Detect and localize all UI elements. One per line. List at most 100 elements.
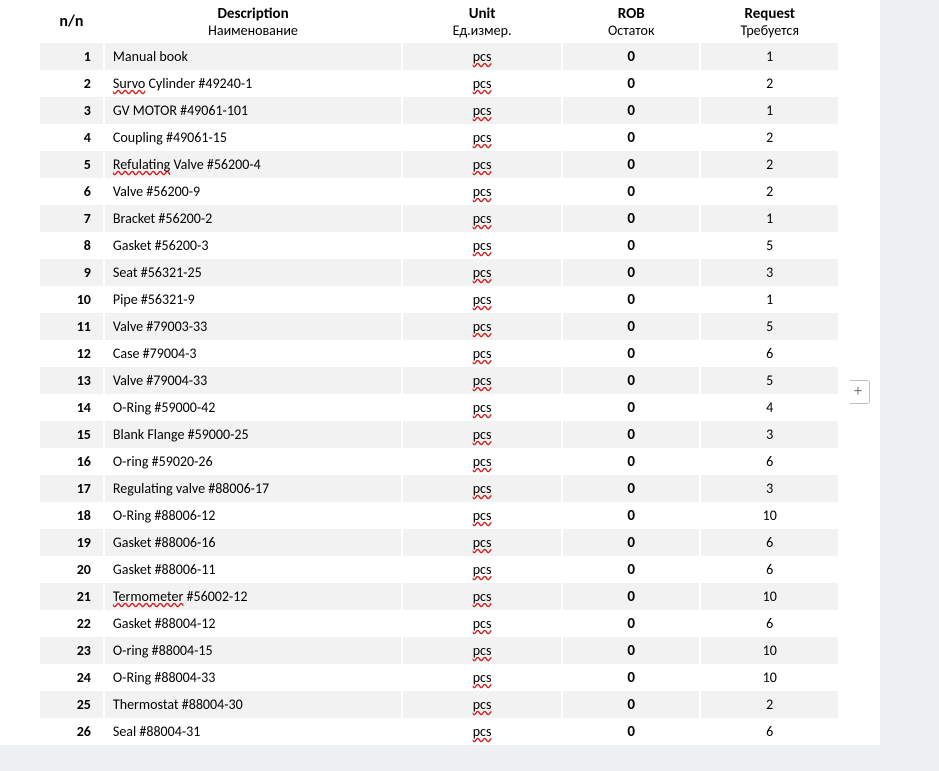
cell-description: O-ring #88004-15	[104, 637, 402, 664]
plus-icon: +	[854, 384, 862, 400]
cell-request: 6	[700, 340, 839, 367]
table-row: 20Gasket #88006-11pcs06	[40, 556, 839, 583]
cell-rob: 0	[562, 556, 700, 583]
cell-request: 2	[700, 70, 839, 97]
cell-rob: 0	[562, 313, 700, 340]
cell-description: Case #79004-3	[104, 340, 402, 367]
cell-description: O-Ring #88004-33	[104, 664, 402, 691]
cell-request: 2	[700, 178, 839, 205]
col-header-rob: ROB Остаток	[562, 4, 700, 43]
cell-request: 1	[700, 205, 839, 232]
cell-request: 1	[700, 97, 839, 124]
cell-description: Valve #79003-33	[104, 313, 402, 340]
cell-num: 1	[40, 43, 104, 70]
cell-description: Gasket #88006-11	[104, 556, 402, 583]
cell-unit: pcs	[402, 97, 562, 124]
table-row: 19Gasket #88006-16pcs06	[40, 529, 839, 556]
table-row: 6Valve #56200-9pcs02	[40, 178, 839, 205]
cell-num: 6	[40, 178, 104, 205]
cell-rob: 0	[562, 421, 700, 448]
cell-request: 1	[700, 286, 839, 313]
cell-rob: 0	[562, 43, 700, 70]
cell-request: 6	[700, 556, 839, 583]
cell-rob: 0	[562, 340, 700, 367]
table-row: 24O-Ring #88004-33pcs010	[40, 664, 839, 691]
cell-num: 17	[40, 475, 104, 502]
cell-description: Gasket #88006-16	[104, 529, 402, 556]
table-header-row: n/n Description Наименование Unit Ед.изм…	[40, 4, 839, 43]
table-row: 7Bracket #56200-2pcs01	[40, 205, 839, 232]
cell-rob: 0	[562, 259, 700, 286]
col-header-unit: Unit Ед.измер.	[402, 4, 562, 43]
col-header-num: n/n	[40, 4, 104, 43]
cell-num: 18	[40, 502, 104, 529]
table-row: 4Coupling #49061-15pcs02	[40, 124, 839, 151]
cell-description: Pipe #56321-9	[104, 286, 402, 313]
cell-num: 3	[40, 97, 104, 124]
cell-num: 19	[40, 529, 104, 556]
cell-unit: pcs	[402, 691, 562, 718]
cell-description: Gasket #88004-12	[104, 610, 402, 637]
cell-description: Valve #56200-9	[104, 178, 402, 205]
cell-request: 2	[700, 691, 839, 718]
cell-rob: 0	[562, 583, 700, 610]
cell-rob: 0	[562, 691, 700, 718]
cell-num: 8	[40, 232, 104, 259]
cell-unit: pcs	[402, 124, 562, 151]
cell-request: 6	[700, 448, 839, 475]
cell-description: Refulating Valve #56200-4	[104, 151, 402, 178]
cell-unit: pcs	[402, 178, 562, 205]
cell-description: Bracket #56200-2	[104, 205, 402, 232]
cell-unit: pcs	[402, 502, 562, 529]
cell-num: 5	[40, 151, 104, 178]
cell-request: 10	[700, 583, 839, 610]
cell-unit: pcs	[402, 232, 562, 259]
cell-rob: 0	[562, 232, 700, 259]
cell-num: 13	[40, 367, 104, 394]
table-row: 15Blank Flange #59000-25pcs03	[40, 421, 839, 448]
cell-rob: 0	[562, 448, 700, 475]
cell-request: 4	[700, 394, 839, 421]
cell-description: Manual book	[104, 43, 402, 70]
cell-request: 6	[700, 610, 839, 637]
table-row: 9Seat #56321-25pcs03	[40, 259, 839, 286]
cell-request: 3	[700, 421, 839, 448]
cell-num: 9	[40, 259, 104, 286]
cell-description: Coupling #49061-15	[104, 124, 402, 151]
cell-description: Thermostat #88004-30	[104, 691, 402, 718]
cell-unit: pcs	[402, 205, 562, 232]
table-row: 18O-Ring #88006-12pcs010	[40, 502, 839, 529]
cell-description: O-Ring #88006-12	[104, 502, 402, 529]
table-row: 1Manual bookpcs01	[40, 43, 839, 70]
table-row: 17Regulating valve #88006-17pcs03	[40, 475, 839, 502]
cell-num: 14	[40, 394, 104, 421]
table-row: 2Survo Cylinder #49240-1pcs02	[40, 70, 839, 97]
cell-unit: pcs	[402, 448, 562, 475]
cell-description: Seat #56321-25	[104, 259, 402, 286]
table-row: 25Thermostat #88004-30pcs02	[40, 691, 839, 718]
cell-request: 10	[700, 664, 839, 691]
cell-num: 22	[40, 610, 104, 637]
cell-num: 10	[40, 286, 104, 313]
cell-request: 3	[700, 259, 839, 286]
table-row: 22Gasket #88004-12pcs06	[40, 610, 839, 637]
cell-request: 10	[700, 502, 839, 529]
cell-unit: pcs	[402, 529, 562, 556]
cell-description: Blank Flange #59000-25	[104, 421, 402, 448]
table-row: 10Pipe #56321-9pcs01	[40, 286, 839, 313]
cell-rob: 0	[562, 394, 700, 421]
cell-unit: pcs	[402, 259, 562, 286]
cell-unit: pcs	[402, 664, 562, 691]
cell-unit: pcs	[402, 394, 562, 421]
cell-unit: pcs	[402, 556, 562, 583]
table-row: 12Case #79004-3pcs06	[40, 340, 839, 367]
cell-unit: pcs	[402, 340, 562, 367]
cell-num: 15	[40, 421, 104, 448]
cell-num: 16	[40, 448, 104, 475]
cell-description: O-ring #59020-26	[104, 448, 402, 475]
cell-rob: 0	[562, 718, 700, 745]
table-row: 16O-ring #59020-26pcs06	[40, 448, 839, 475]
cell-rob: 0	[562, 664, 700, 691]
cell-rob: 0	[562, 286, 700, 313]
col-header-description: Description Наименование	[104, 4, 402, 43]
